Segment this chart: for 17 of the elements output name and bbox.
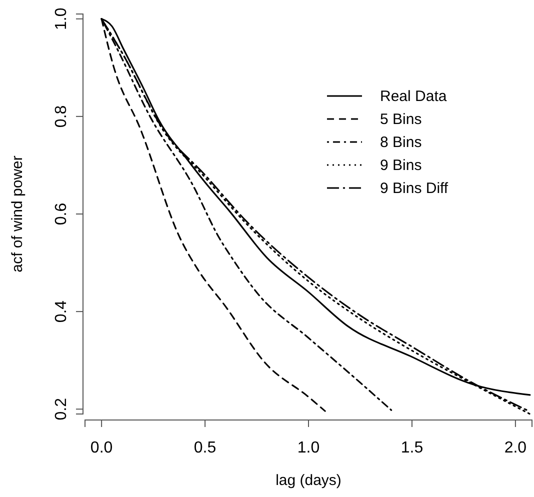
x-tick-label: 1.5 bbox=[400, 439, 424, 456]
x-tick-label: 0.0 bbox=[90, 439, 113, 456]
x-axis-title: lag (days) bbox=[276, 472, 342, 489]
legend-label: 9 Bins Diff bbox=[380, 180, 449, 197]
x-tick-label: 0.5 bbox=[194, 439, 216, 456]
y-tick-label: 0.8 bbox=[53, 105, 70, 128]
x-tick-label: 2.0 bbox=[504, 439, 527, 456]
y-tick-label: 1.0 bbox=[53, 8, 70, 30]
x-tick-label: 1.0 bbox=[297, 439, 320, 456]
y-axis-title: acf of wind power bbox=[9, 156, 26, 272]
legend-label: Real Data bbox=[380, 88, 448, 105]
legend-label: 9 Bins bbox=[380, 157, 422, 174]
y-tick-label: 0.4 bbox=[53, 300, 70, 323]
y-tick-label: 0.6 bbox=[53, 202, 70, 226]
legend-label: 5 Bins bbox=[380, 111, 422, 128]
y-tick-label: 0.2 bbox=[53, 398, 70, 420]
legend-label: 8 Bins bbox=[380, 134, 422, 151]
